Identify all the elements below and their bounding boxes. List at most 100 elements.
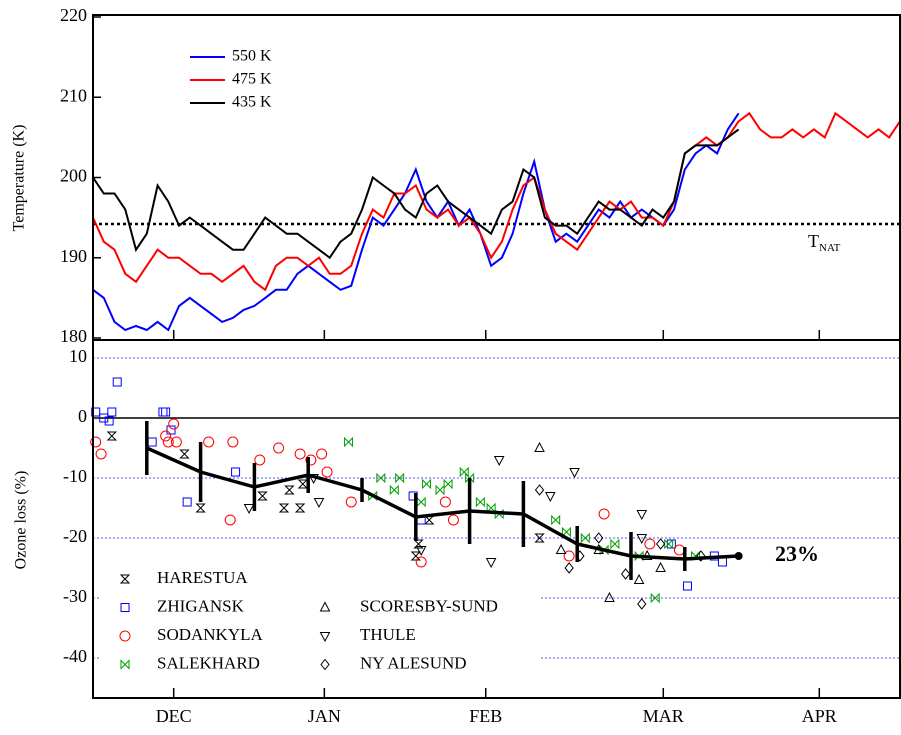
y-tick-label: 180 [60, 326, 87, 346]
data-point [415, 556, 427, 568]
legend-label: ZHIGANSK [157, 596, 245, 615]
mean-line [146, 446, 739, 561]
data-point [555, 543, 567, 554]
data-point [297, 479, 309, 489]
data-point [227, 436, 239, 448]
data-point [439, 496, 451, 508]
data-point [534, 533, 545, 543]
mean-end-point [734, 551, 743, 560]
data-point [389, 484, 399, 496]
x-tick-label: MAR [643, 706, 684, 726]
data-point [316, 448, 328, 460]
y-tick-label: -20 [63, 526, 87, 546]
legend-label: SODANKYLA [157, 625, 264, 644]
data-point [231, 467, 241, 477]
y-tick-label: 220 [60, 5, 87, 25]
data-point [534, 484, 545, 496]
temperature-line [92, 128, 740, 260]
y-axis-label: Temperature (K) [11, 125, 28, 232]
data-point [580, 532, 590, 544]
data-point [107, 407, 117, 417]
legend-background [100, 562, 540, 682]
data-point [494, 508, 504, 520]
data-point [254, 454, 266, 466]
y-tick-label: -30 [63, 586, 87, 606]
data-point [294, 448, 306, 460]
data-point [305, 454, 317, 466]
legend-label: 550 K [232, 48, 272, 65]
data-point [413, 539, 424, 549]
y-tick-label: 0 [78, 406, 87, 426]
y-tick-label: 190 [60, 246, 87, 266]
data-point [195, 503, 206, 513]
data-point [563, 550, 575, 562]
data-point [104, 416, 114, 426]
legend-marker [120, 659, 130, 670]
legend-label: HARESTUA [157, 568, 248, 587]
data-point [273, 442, 285, 454]
data-point [95, 448, 107, 460]
x-tick-label: DEC [156, 706, 192, 726]
y-tick-label: 200 [60, 166, 87, 186]
data-point [633, 573, 645, 584]
y-tick-label: -40 [63, 646, 87, 666]
data-point [376, 472, 386, 484]
data-point [443, 478, 453, 490]
data-point [415, 545, 427, 557]
legend-marker [119, 630, 131, 642]
data-point [655, 538, 666, 550]
data-point [321, 466, 333, 478]
data-point [161, 407, 171, 417]
data-point [294, 503, 306, 513]
legend-label: 475 K [232, 71, 272, 88]
data-point [620, 568, 631, 580]
y-tick-label: -10 [63, 466, 87, 486]
data-point [664, 538, 674, 550]
data-point [604, 591, 615, 602]
data-point [551, 514, 561, 526]
data-point [224, 514, 236, 526]
data-point [168, 418, 180, 430]
threshold-label-sub: NAT [819, 242, 841, 254]
data-point [485, 557, 497, 569]
data-point [203, 436, 215, 448]
data-point [345, 496, 357, 508]
legend-label: SALEKHARD [157, 653, 260, 672]
data-point [534, 441, 545, 452]
data-point [278, 503, 290, 513]
data-point [170, 436, 182, 448]
y-axis-label: Ozone loss (%) [13, 471, 30, 570]
temperature-line [92, 111, 901, 292]
data-point [594, 532, 604, 544]
x-tick-label: JAN [308, 706, 341, 726]
data-point [644, 538, 656, 550]
data-point [636, 509, 648, 521]
legend-marker [119, 574, 131, 584]
data-point [243, 503, 255, 515]
y-tick-label: 10 [69, 346, 87, 366]
data-point [447, 514, 459, 526]
plot-frame [92, 339, 901, 699]
legend-label: SCORESBY-SUND [360, 596, 498, 615]
legend-marker [319, 601, 331, 612]
data-point [422, 478, 432, 490]
data-point [493, 455, 505, 467]
data-point [650, 592, 660, 604]
data-point [475, 496, 485, 508]
y-tick-label: 210 [60, 85, 87, 105]
data-point [160, 430, 172, 442]
data-point [162, 436, 174, 448]
legend-marker [319, 632, 331, 643]
data-point [636, 533, 648, 545]
data-point [410, 551, 422, 561]
legend-marker [320, 658, 330, 671]
data-point [544, 491, 556, 503]
legend-marker [120, 603, 130, 612]
data-point [682, 581, 692, 591]
data-point [598, 508, 610, 520]
data-point [90, 436, 102, 448]
legend-label: NY ALESUND [360, 653, 467, 672]
data-point [106, 431, 118, 441]
data-point [610, 538, 620, 550]
